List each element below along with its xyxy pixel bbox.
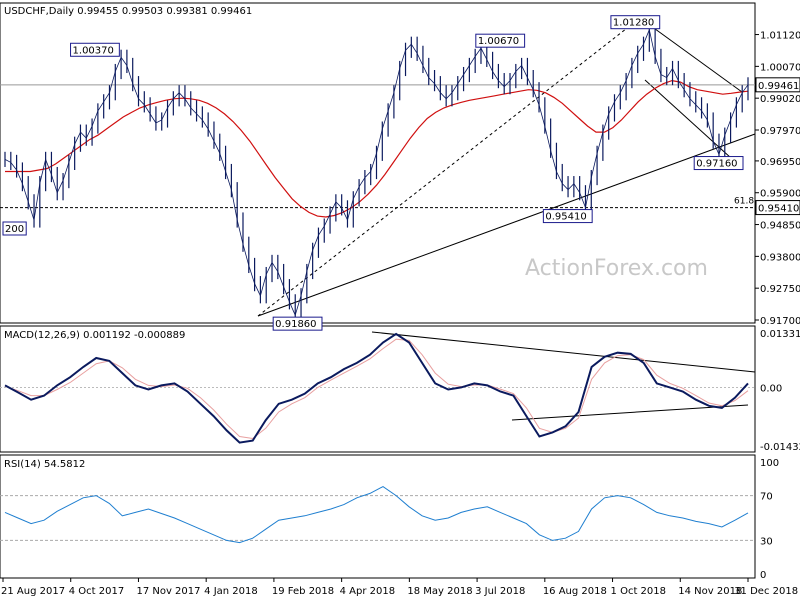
- price-title: USDCHF,Daily 0.99455 0.99503 0.99381 0.9…: [4, 6, 252, 17]
- annotation-label: 1.01280: [613, 18, 654, 29]
- macd-title: MACD(12,26,9) 0.001192 -0.000889: [4, 330, 185, 341]
- x-tick-label: 4 Apr 2018: [340, 586, 395, 597]
- annotation-box: [693, 156, 744, 171]
- x-tick-label: 19 Feb 2018: [272, 586, 334, 597]
- price-tick-label: 0.96950: [760, 157, 800, 168]
- annotation-label: 1.00670: [478, 36, 519, 47]
- fib-level-label: 0.95410: [758, 204, 799, 215]
- x-tick-label: 21 Aug 2017: [1, 586, 65, 597]
- x-tick-label: 17 Nov 2017: [136, 586, 200, 597]
- price-tick-label: 0.91700: [760, 316, 800, 327]
- macd-panel: [0, 325, 756, 453]
- last-price-box: [755, 77, 800, 93]
- price-tick-label: 0.92750: [760, 284, 800, 295]
- macd-upper-trendline: [371, 331, 756, 373]
- annotation-box: [475, 33, 526, 48]
- x-tick-label: 14 Nov 2018: [678, 586, 742, 597]
- price-tick-label: 1.01120: [760, 31, 800, 42]
- price-panel: [0, 2, 756, 324]
- price-trendlines: [257, 17, 756, 317]
- rsi-tick-label: 70: [760, 492, 773, 503]
- x-tick-label: 31 Dec 2018: [734, 586, 798, 597]
- macd-tick-label: 0.013319: [760, 329, 800, 340]
- price-tick-label: 0.94850: [760, 221, 800, 232]
- x-tick-label: 4 Oct 2017: [69, 586, 124, 597]
- rsi-layer: [0, 486, 755, 544]
- channel-dashed-line: [257, 17, 641, 317]
- macd-tick-label: -0.014323: [760, 442, 800, 453]
- x-tick-label: 18 May 2018: [407, 586, 472, 597]
- annotation-label: 0.95410: [545, 212, 586, 223]
- channel-lower-line: [644, 79, 743, 169]
- price-tick-label: 0.95900: [760, 189, 800, 200]
- axis-layer: 1.01120 1.00070 0.99020 0.97970 0.96950 0.959…: [1, 31, 800, 597]
- annotation-box: [542, 209, 593, 224]
- macd-trendlines: [371, 331, 756, 421]
- fib-label: 61.8: [734, 197, 754, 207]
- annotation-box: [272, 316, 323, 331]
- rsi-tick-label: 0: [760, 570, 766, 581]
- annotation-label: 0.97160: [696, 159, 737, 170]
- rsi-line: [4, 486, 749, 544]
- rsi-tick-label: 30: [760, 536, 773, 547]
- price-tick-label: 0.97970: [760, 126, 800, 137]
- annotation-label: 1.00370: [73, 45, 114, 56]
- price-tick-label: 0.99020: [760, 94, 800, 105]
- x-tick-label: 4 Jan 2018: [204, 586, 258, 597]
- macd-signal-line: [4, 338, 749, 440]
- moving-average-line: [5, 79, 749, 218]
- watermark: ActionForex.com: [525, 256, 708, 281]
- last-price-label: 0.99461: [758, 81, 799, 92]
- rsi-tick-label: 100: [760, 458, 779, 469]
- price-tick-label: 1.00070: [760, 62, 800, 73]
- macd-lower-trendline: [511, 404, 749, 421]
- price-layer: 61.8 1.00370 0.91860 1.00670 0.95410 1.01280 0…: [0, 15, 755, 331]
- macd-line: [4, 332, 749, 444]
- rsi-title: RSI(14) 54.5812: [4, 459, 85, 470]
- fib-level-box: [755, 200, 800, 216]
- annotation-box: [70, 42, 120, 57]
- rsi-panel: [0, 454, 756, 579]
- annotation-box: [610, 15, 661, 30]
- x-tick-label: 3 Jul 2018: [475, 586, 525, 597]
- price-tick-label: 0.93800: [760, 252, 800, 263]
- x-tick-label: 16 Aug 2018: [543, 586, 607, 597]
- price-close-line: [4, 28, 749, 317]
- annotation-label: 0.91860: [275, 319, 316, 330]
- support-trendline: [257, 133, 756, 317]
- annotation-box: [2, 221, 27, 236]
- macd-layer: [0, 332, 755, 444]
- x-tick-label: 1 Oct 2018: [611, 586, 666, 597]
- macd-tick-label: 0.00: [760, 383, 782, 394]
- channel-upper-line: [639, 17, 743, 93]
- annotation-label: 200: [5, 224, 24, 235]
